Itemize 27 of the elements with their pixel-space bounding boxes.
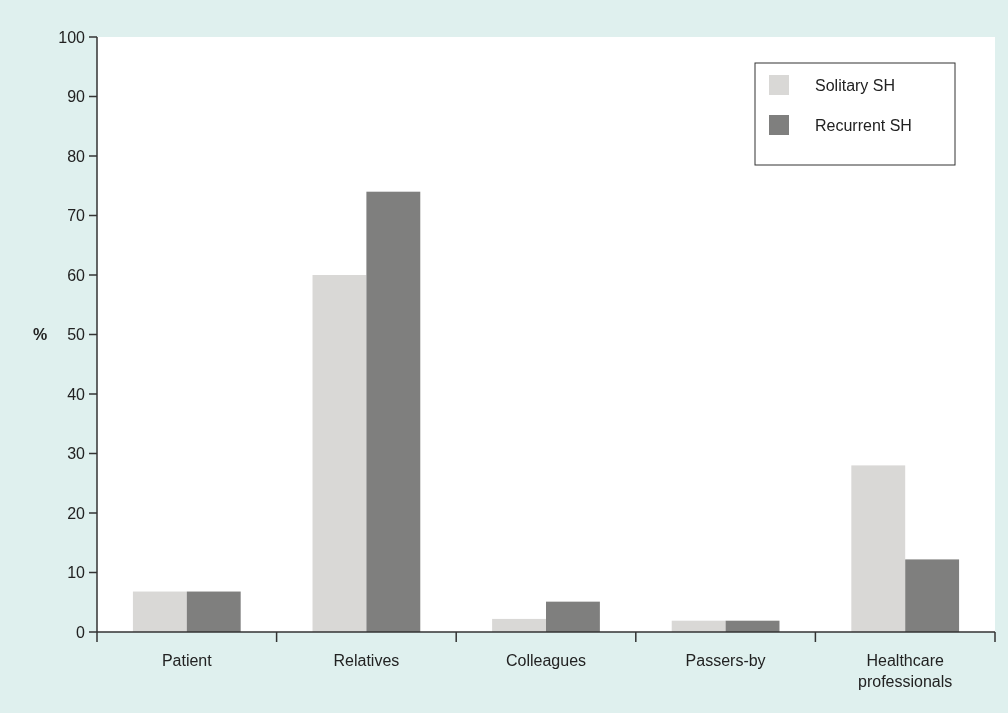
bar bbox=[851, 465, 906, 632]
x-tick-label: Colleagues bbox=[505, 652, 587, 669]
y-tick-label: 100 bbox=[58, 28, 86, 46]
y-tick-label: 10 bbox=[67, 564, 86, 582]
y-axis-title: % bbox=[32, 326, 48, 344]
y-tick-label: 0 bbox=[76, 623, 86, 641]
bar bbox=[132, 591, 187, 632]
y-tick-label: 20 bbox=[67, 504, 86, 522]
bar bbox=[546, 601, 600, 632]
y-tick-label: 40 bbox=[67, 385, 86, 403]
bar bbox=[312, 275, 367, 632]
legend-label: Solitary SH bbox=[815, 76, 896, 94]
bar bbox=[905, 559, 960, 632]
x-tick-label: Passers-by bbox=[685, 652, 766, 669]
y-tick-label: 30 bbox=[67, 445, 86, 463]
y-tick-label: 90 bbox=[67, 88, 86, 106]
x-tick-label: Patient bbox=[161, 652, 213, 669]
x-tick-label: Relatives bbox=[333, 652, 400, 669]
legend-label: Recurrent SH bbox=[815, 116, 912, 134]
y-tick-label: 70 bbox=[67, 207, 86, 225]
y-tick-label: 60 bbox=[67, 266, 86, 284]
y-tick-label: 80 bbox=[67, 147, 86, 165]
y-tick-label: 50 bbox=[67, 326, 86, 344]
bar bbox=[186, 591, 241, 632]
bar bbox=[492, 618, 546, 632]
bar bbox=[366, 191, 421, 632]
x-tick-label: Healthcare professionals bbox=[858, 652, 953, 690]
